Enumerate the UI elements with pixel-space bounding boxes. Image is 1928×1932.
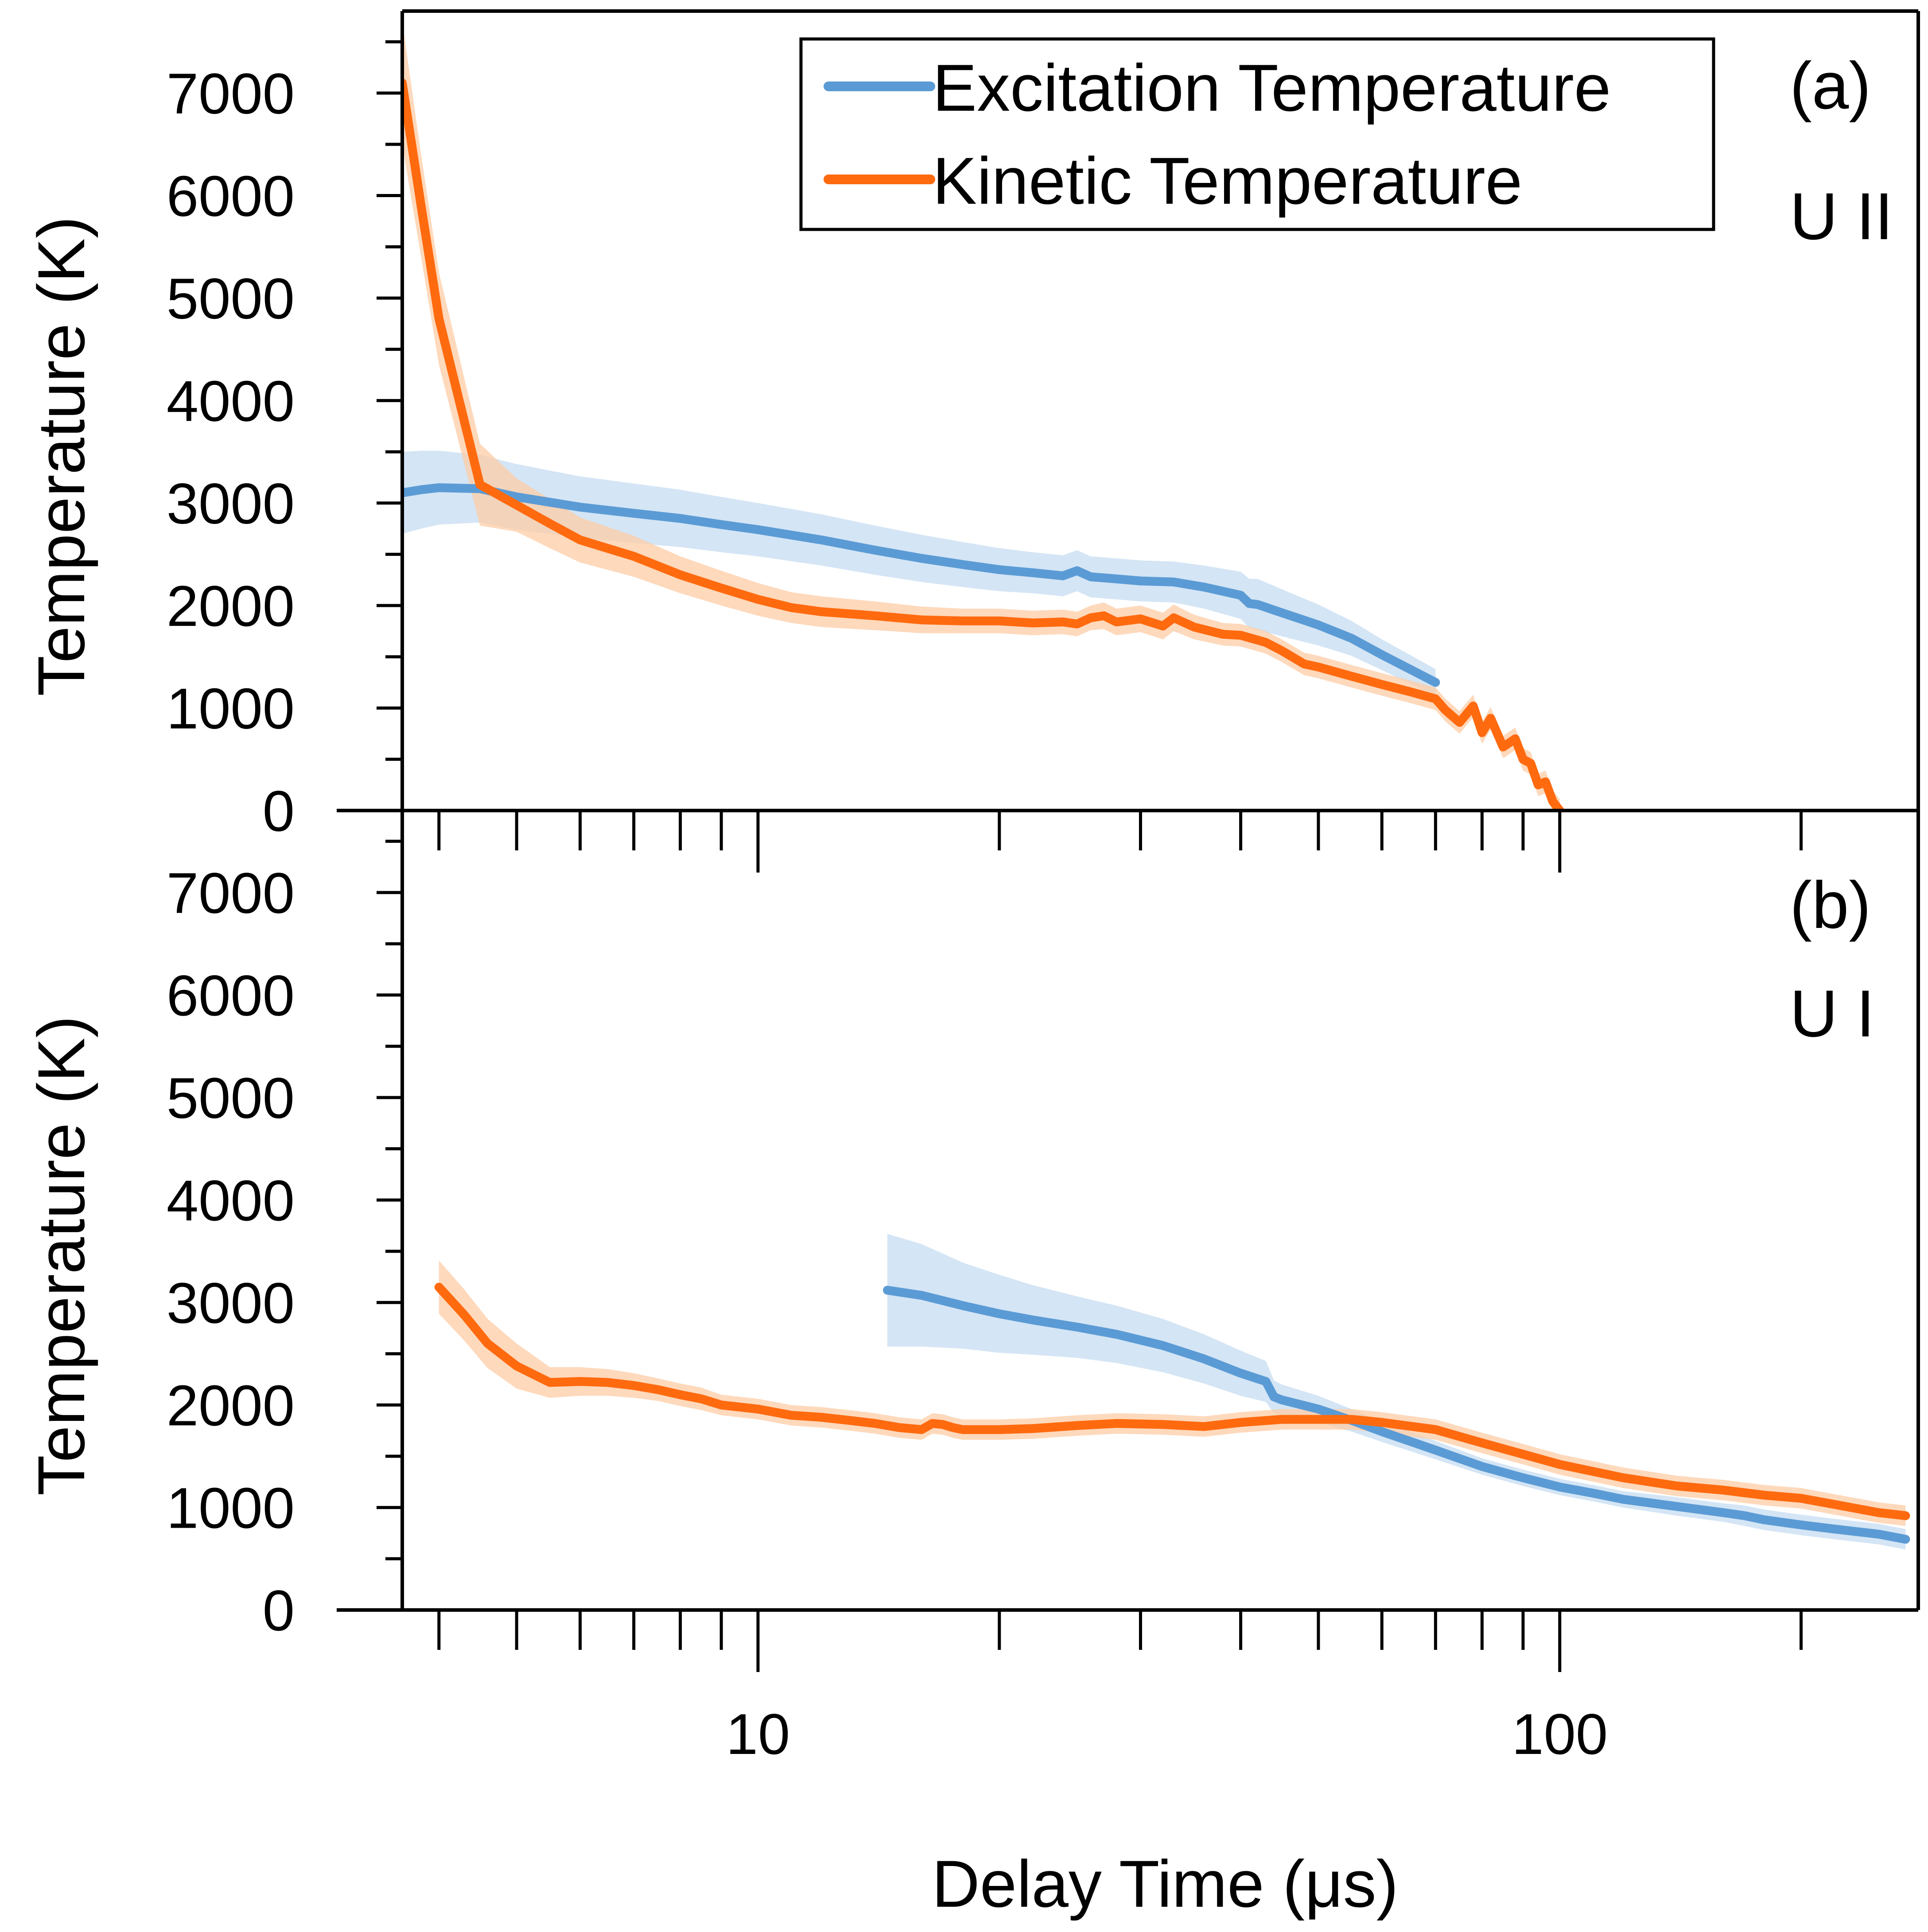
panel-b-label: (b)	[1790, 868, 1871, 942]
panel-a-series-lines	[402, 78, 1564, 811]
panel-b-species: U I	[1790, 976, 1875, 1051]
panel-a-y-tick-label: 0	[263, 779, 295, 843]
panel-b-y-tick-label: 4000	[167, 1168, 295, 1233]
panel-b-series-lines	[434, 1283, 1910, 1544]
panel-b-y-tick-label: 5000	[167, 1066, 295, 1130]
x-tick-label: 100	[1512, 1702, 1608, 1766]
x-axis-ticks	[437, 811, 1803, 1672]
panel-b-axes	[337, 809, 1920, 1612]
panel-a-species: U II	[1790, 179, 1893, 253]
panel-a-kinetic-line	[402, 78, 1564, 811]
x-axis-title: Delay Time (μs)	[932, 1847, 1398, 1921]
legend: Excitation Temperature Kinetic Temperatu…	[799, 37, 1715, 231]
panel-b-y-tick-label: 2000	[167, 1373, 295, 1438]
x-tick-label: 10	[726, 1702, 790, 1766]
panel-a-uii: 0 1000 2000 3000 4000 5000 6000 7000 Temperatur…	[24, 9, 1920, 843]
panel-b-excitation-line	[883, 1286, 1910, 1544]
legend-label-kinetic: Kinetic Temperature	[933, 144, 1522, 218]
panel-a-y-tick-label: 5000	[167, 266, 295, 331]
panel-a-y-axis-title: Temperature (K)	[24, 216, 98, 696]
panel-b-excitation-uncertainty-band	[887, 1234, 1906, 1550]
panel-a-y-tick-label: 1000	[167, 676, 295, 741]
panel-a-y-tick-label: 7000	[167, 61, 295, 126]
panel-a-y-tick-label: 2000	[167, 574, 295, 638]
panel-b-y-axis-title: Temperature (K)	[24, 1016, 98, 1496]
panel-a-y-tick-label: 4000	[167, 369, 295, 433]
panel-a-label: (a)	[1790, 48, 1871, 123]
panel-b-y-tick-label: 0	[263, 1578, 295, 1643]
panel-b-y-tick-label: 3000	[167, 1271, 295, 1335]
panel-a-excitation-line	[402, 483, 1440, 687]
panel-b-y-tick-label: 7000	[167, 861, 295, 925]
panel-b-y-tick-labels: 0 1000 2000 3000 4000 5000 6000 7000	[167, 861, 295, 1643]
x-axis-tick-labels: 10 100	[726, 1702, 1608, 1766]
legend-label-excitation: Excitation Temperature	[933, 50, 1611, 125]
panel-b-y-tick-label: 6000	[167, 963, 295, 1028]
panel-a-y-tick-label: 3000	[167, 471, 295, 536]
panel-b-ui: 0 1000 2000 3000 4000 5000 6000 7000 Temperatur…	[24, 809, 1920, 1643]
panel-b-y-tick-label: 1000	[167, 1476, 295, 1540]
legend-box	[799, 37, 1715, 231]
panel-b-kinetic-line	[434, 1283, 1910, 1521]
panel-a-y-tick-labels: 0 1000 2000 3000 4000 5000 6000 7000	[167, 61, 295, 843]
panel-a-y-tick-label: 6000	[167, 164, 295, 229]
